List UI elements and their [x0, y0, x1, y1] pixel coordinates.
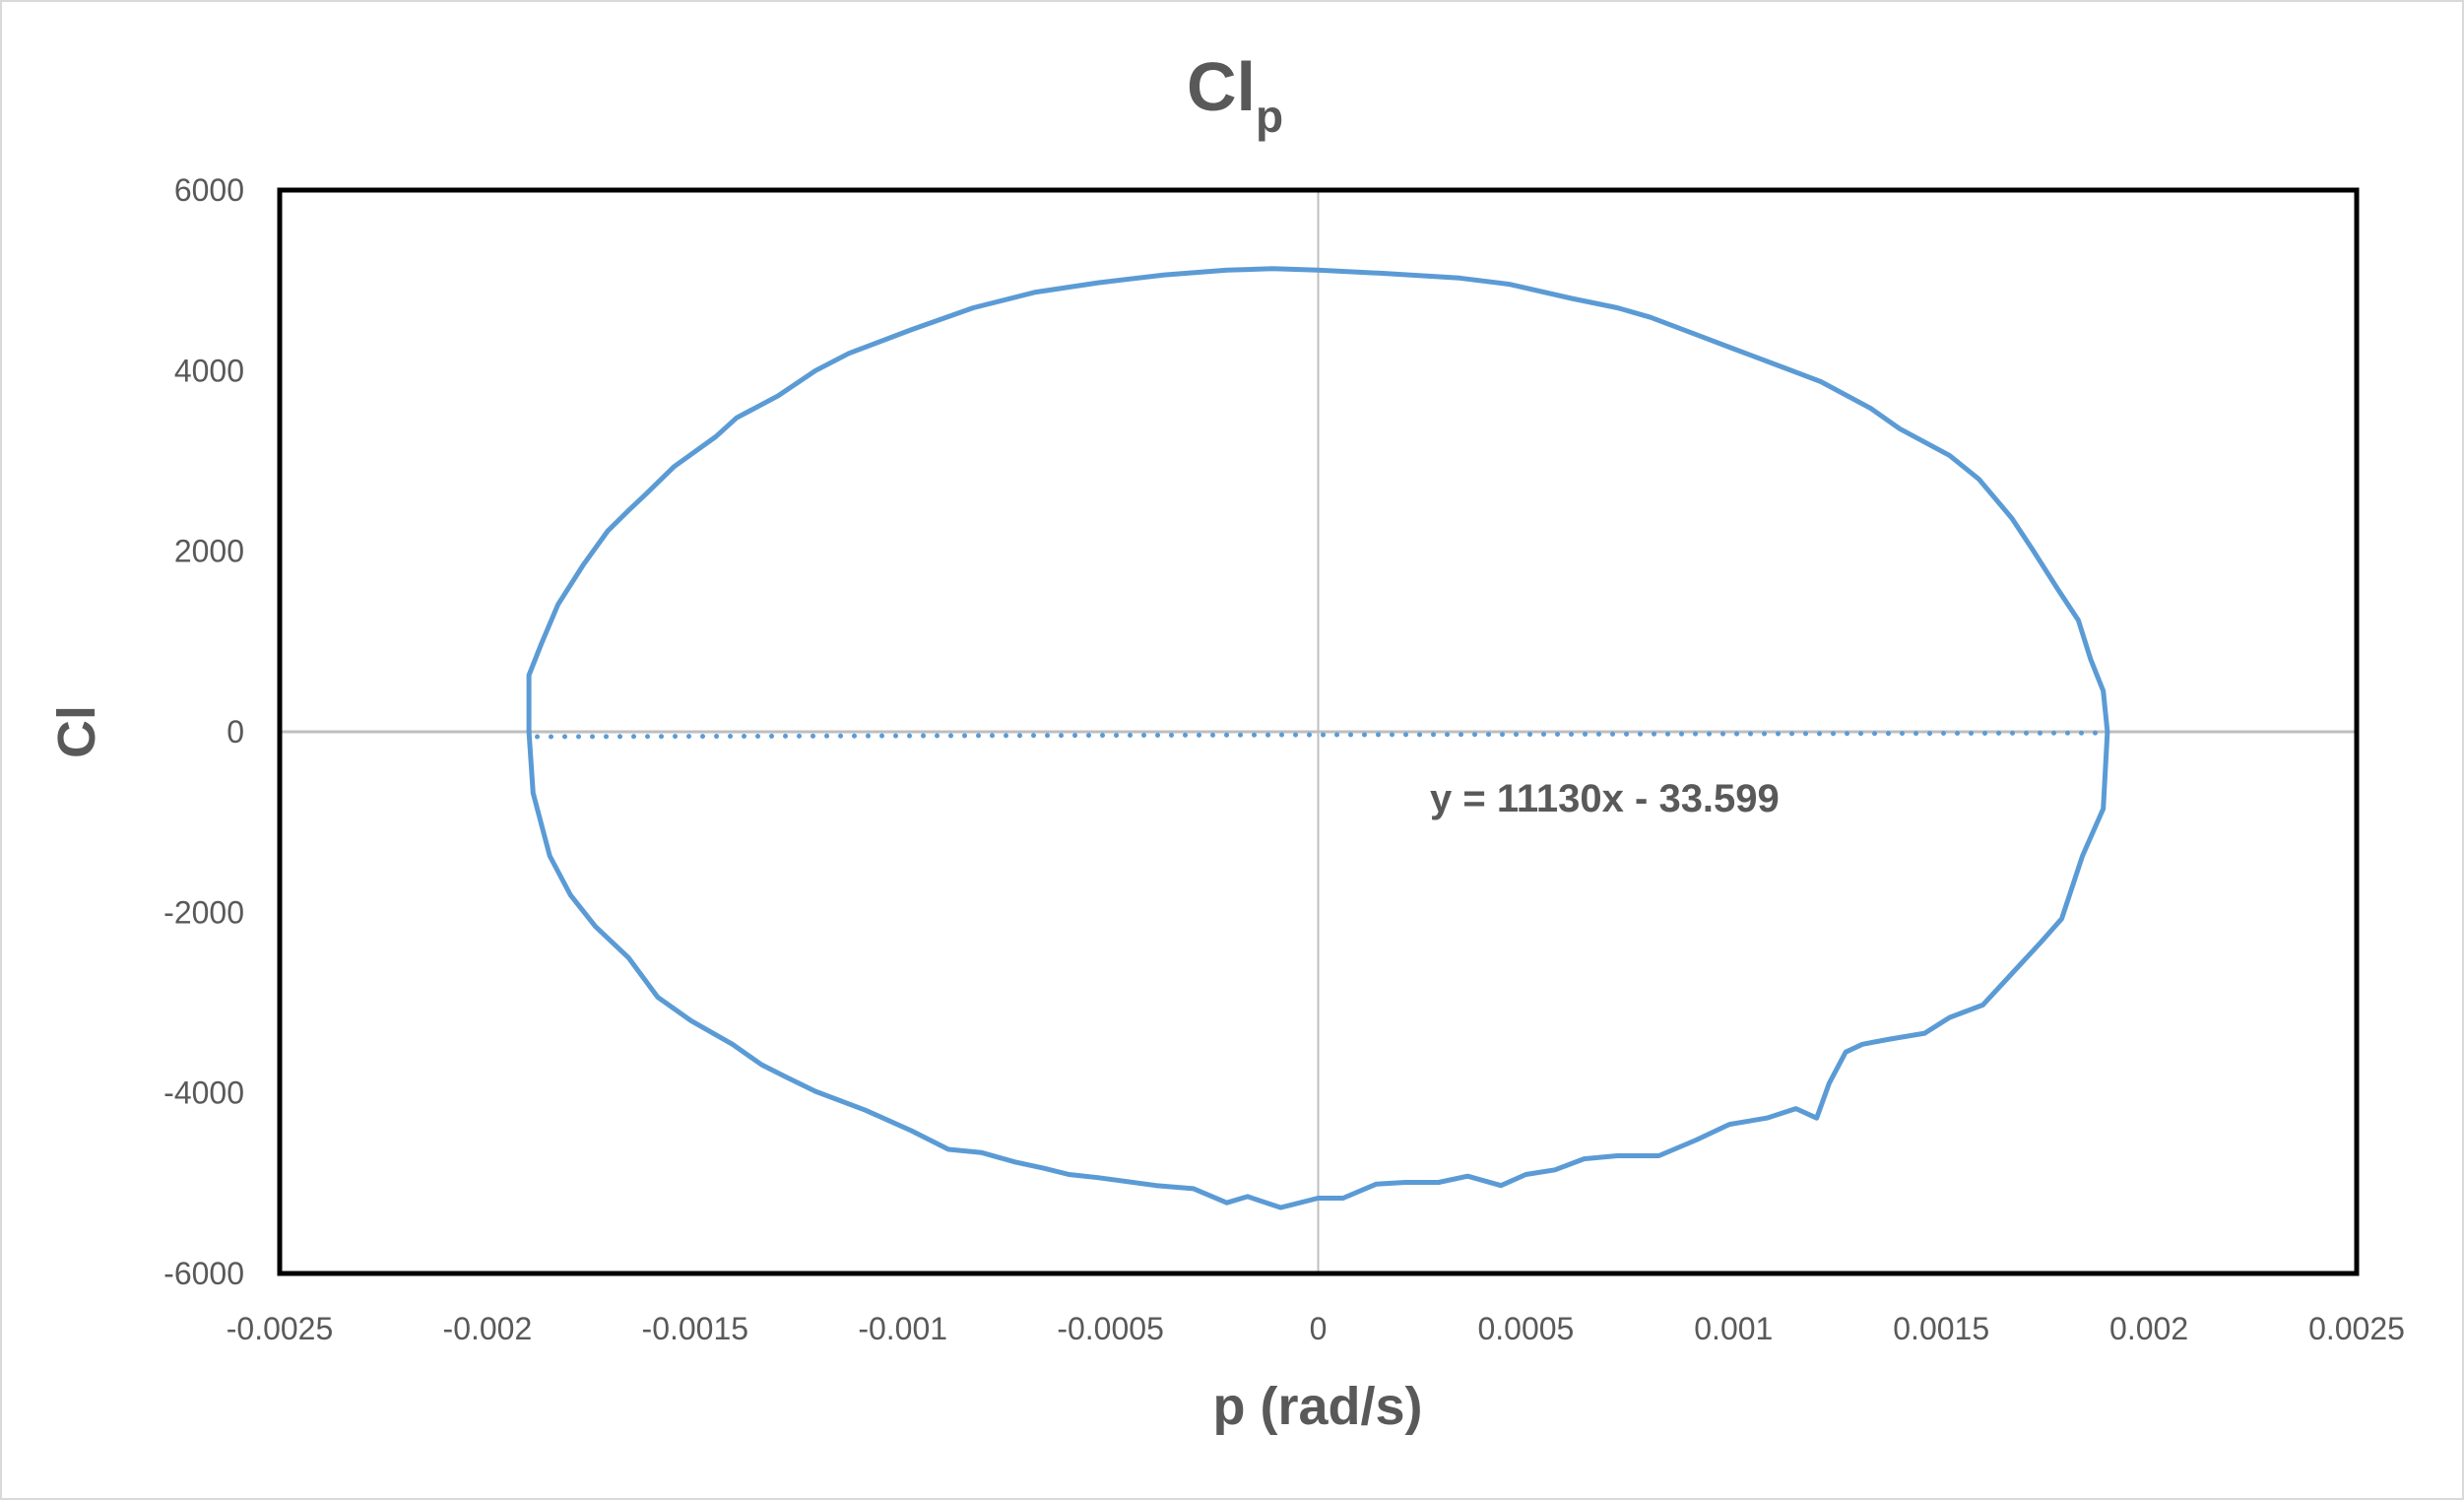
- x-tick-label: 0: [1310, 1311, 1328, 1346]
- x-tick-label: 0.0025: [2308, 1311, 2405, 1346]
- x-tick-label: -0.0015: [642, 1311, 749, 1346]
- y-tick-label: -6000: [163, 1256, 244, 1291]
- y-tick-label: -2000: [163, 894, 244, 930]
- x-tick-label: 0.0005: [1477, 1311, 1574, 1346]
- y-tick-label: 0: [227, 714, 244, 750]
- trendline-equation: y = 11130x - 33.599: [1430, 777, 1780, 820]
- plot-frame: [277, 187, 2360, 1276]
- x-tick-label: -0.001: [858, 1311, 947, 1346]
- x-tick-labels: -0.0025 -0.002 -0.0015 -0.001 -0.0005 0 0.0005…: [227, 1311, 2405, 1346]
- y-tick-label: 4000: [174, 353, 244, 388]
- y-tick-label: 6000: [174, 172, 244, 208]
- chart-title-subscript: p: [1256, 91, 1283, 142]
- y-tick-label: 2000: [174, 534, 244, 569]
- y-tick-label: -4000: [163, 1076, 244, 1111]
- x-tick-label: 0.001: [1694, 1311, 1773, 1346]
- x-axis-label: p (rad/s): [1212, 1377, 1422, 1436]
- series-line-0: [526, 266, 2110, 1210]
- x-tick-label: -0.0025: [227, 1311, 334, 1346]
- chart-title: Clp: [1187, 48, 1283, 142]
- y-tick-labels: 6000 4000 2000 0 -2000 -4000 -6000: [163, 172, 244, 1291]
- x-tick-label: -0.0005: [1057, 1311, 1164, 1346]
- x-tick-label: 0.0015: [1893, 1311, 1989, 1346]
- chart-title-main: Cl: [1187, 48, 1256, 125]
- y-axis-label: Cl: [47, 705, 106, 758]
- x-tick-label: 0.002: [2109, 1311, 2188, 1346]
- trendline: [535, 730, 2110, 740]
- plot-area: [280, 190, 2357, 1273]
- x-tick-label: -0.002: [443, 1311, 533, 1346]
